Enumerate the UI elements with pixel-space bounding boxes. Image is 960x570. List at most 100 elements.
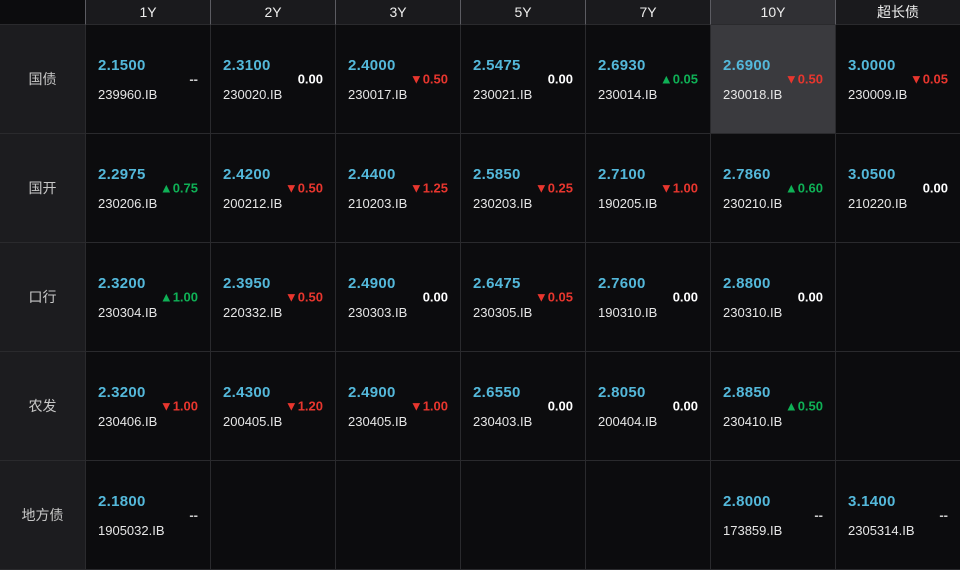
cell-difangzhai-3y[interactable] [335,461,460,570]
row-label-text: 口行 [28,289,57,305]
corner-cell [0,0,85,25]
cell-guokai-1y[interactable]: 2.2975 230206.IB ▲0.75 [85,134,210,243]
column-header-ultra-long[interactable]: 超长债 [835,0,960,25]
column-header-10y[interactable]: 10Y [710,0,835,25]
bond-code: 230020.IB [223,86,283,102]
bond-code: 210203.IB [348,195,408,211]
yield-value: 2.6475 [473,274,521,292]
cell-guozhai-3y[interactable]: 2.4000 230017.IB ▼0.50 [335,25,460,134]
cell-difangzhai-2y[interactable] [210,461,335,570]
yield-value: 2.6930 [598,56,646,74]
bond-code: 200404.IB [598,413,658,429]
row-label-nongfa[interactable]: 农发 [0,352,85,461]
cell-guozhai-7y[interactable]: 2.6930 230014.IB ▲0.05 [585,25,710,134]
change-value: 0.00 [547,398,573,414]
cell-kouhang-ultra-long[interactable] [835,243,960,352]
change-value: ▼0.50 [284,289,323,305]
bond-code: 230410.IB [723,413,783,429]
bond-code: 230018.IB [723,86,783,102]
cell-difangzhai-1y[interactable]: 2.1800 1905032.IB -- [85,461,210,570]
cell-guokai-7y[interactable]: 2.7100 190205.IB ▼1.00 [585,134,710,243]
change-value: 0.00 [422,289,448,305]
cell-kouhang-10y[interactable]: 2.8800 230310.IB 0.00 [710,243,835,352]
bond-code: 190310.IB [598,304,658,320]
cell-nongfa-2y[interactable]: 2.4300 200405.IB ▼1.20 [210,352,335,461]
cell-nongfa-3y[interactable]: 2.4900 230405.IB ▼1.00 [335,352,460,461]
bond-code: 230210.IB [723,195,783,211]
yield-value: 2.8050 [598,383,646,401]
bond-code: 200405.IB [223,413,283,429]
cell-nongfa-7y[interactable]: 2.8050 200404.IB 0.00 [585,352,710,461]
bond-code: 230310.IB [723,304,783,320]
cell-guokai-5y[interactable]: 2.5850 230203.IB ▼0.25 [460,134,585,243]
yield-value: 2.7600 [598,274,646,292]
yield-value: 3.1400 [848,492,896,510]
yield-value: 2.3200 [98,383,146,401]
change-value: ▼1.00 [409,398,448,414]
cell-guozhai-1y[interactable]: 2.1500 239960.IB -- [85,25,210,134]
bond-code: 230304.IB [98,304,158,320]
change-value: ▼0.50 [784,71,823,87]
yield-value: 3.0000 [848,56,896,74]
bond-code: 230406.IB [98,413,158,429]
cell-guokai-3y[interactable]: 2.4400 210203.IB ▼1.25 [335,134,460,243]
yield-value: 2.4900 [348,274,396,292]
bond-code: 2305314.IB [848,522,915,538]
column-header-5y[interactable]: 5Y [460,0,585,25]
yield-value: 2.6550 [473,383,521,401]
column-header-1y[interactable]: 1Y [85,0,210,25]
cell-guozhai-ultra-long[interactable]: 3.0000 230009.IB ▼0.05 [835,25,960,134]
bond-code: 239960.IB [98,86,158,102]
bond-code: 173859.IB [723,522,783,538]
change-value: ▼1.25 [409,180,448,196]
cell-guozhai-5y[interactable]: 2.5475 230021.IB 0.00 [460,25,585,134]
cell-guokai-ultra-long[interactable]: 3.0500 210220.IB 0.00 [835,134,960,243]
cell-difangzhai-5y[interactable] [460,461,585,570]
row-label-kouhang[interactable]: 口行 [0,243,85,352]
change-value: ▼0.05 [909,71,948,87]
yield-value: 2.7860 [723,165,771,183]
cell-nongfa-ultra-long[interactable] [835,352,960,461]
column-header-7y[interactable]: 7Y [585,0,710,25]
bond-code: 230305.IB [473,304,533,320]
cell-difangzhai-7y[interactable] [585,461,710,570]
row-label-difangzhai[interactable]: 地方债 [0,461,85,570]
cell-nongfa-1y[interactable]: 2.3200 230406.IB ▼1.00 [85,352,210,461]
row-label-guozhai[interactable]: 国债 [0,25,85,134]
cell-kouhang-5y[interactable]: 2.6475 230305.IB ▼0.05 [460,243,585,352]
change-value: -- [939,507,948,523]
yield-value: 2.3100 [223,56,271,74]
column-header-3y[interactable]: 3Y [335,0,460,25]
bond-code: 210220.IB [848,195,908,211]
cell-kouhang-7y[interactable]: 2.7600 190310.IB 0.00 [585,243,710,352]
cell-nongfa-10y[interactable]: 2.8850 230410.IB ▲0.50 [710,352,835,461]
bond-code: 230206.IB [98,195,158,211]
change-value: ▼1.20 [284,398,323,414]
bond-code: 230203.IB [473,195,533,211]
change-value: 0.00 [672,289,698,305]
cell-kouhang-3y[interactable]: 2.4900 230303.IB 0.00 [335,243,460,352]
cell-guokai-2y[interactable]: 2.4200 200212.IB ▼0.50 [210,134,335,243]
cell-difangzhai-10y[interactable]: 2.8000 173859.IB -- [710,461,835,570]
yield-value: 2.4200 [223,165,271,183]
cell-difangzhai-ultra-long[interactable]: 3.1400 2305314.IB -- [835,461,960,570]
bond-code: 190205.IB [598,195,658,211]
cell-kouhang-2y[interactable]: 2.3950 220332.IB ▼0.50 [210,243,335,352]
row-label-text: 国开 [28,180,57,196]
row-label-text: 地方债 [21,507,64,523]
bond-code: 230017.IB [348,86,408,102]
cell-guozhai-10y[interactable]: 2.6900 230018.IB ▼0.50 [710,25,835,134]
column-header-2y[interactable]: 2Y [210,0,335,25]
cell-guokai-10y[interactable]: 2.7860 230210.IB ▲0.60 [710,134,835,243]
yield-value: 2.3200 [98,274,146,292]
change-value: ▲0.75 [159,180,198,196]
change-value: ▼0.05 [534,289,573,305]
bond-code: 230009.IB [848,86,908,102]
cell-guozhai-2y[interactable]: 2.3100 230020.IB 0.00 [210,25,335,134]
row-label-guokai[interactable]: 国开 [0,134,85,243]
change-value: ▼1.00 [659,180,698,196]
cell-kouhang-1y[interactable]: 2.3200 230304.IB ▲1.00 [85,243,210,352]
cell-nongfa-5y[interactable]: 2.6550 230403.IB 0.00 [460,352,585,461]
change-value: ▼0.50 [284,180,323,196]
bond-code: 220332.IB [223,304,283,320]
